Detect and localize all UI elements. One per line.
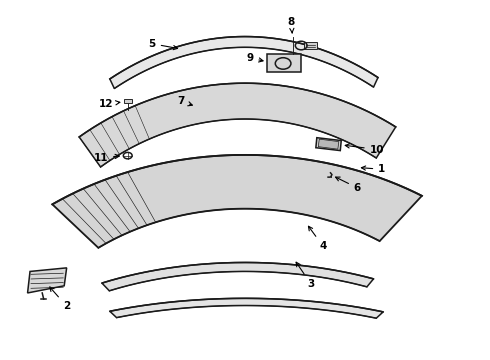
Polygon shape (79, 83, 396, 167)
Text: 5: 5 (148, 39, 177, 50)
Text: 9: 9 (246, 53, 263, 63)
Text: 7: 7 (177, 96, 193, 106)
Polygon shape (110, 37, 378, 89)
Polygon shape (110, 298, 383, 318)
Polygon shape (27, 268, 67, 293)
Polygon shape (267, 54, 301, 72)
Text: 2: 2 (50, 287, 70, 311)
Polygon shape (102, 262, 373, 291)
Text: 6: 6 (336, 177, 361, 193)
Text: 4: 4 (309, 226, 327, 251)
Text: 12: 12 (98, 99, 120, 109)
FancyBboxPatch shape (304, 42, 318, 49)
Polygon shape (318, 139, 339, 149)
Polygon shape (316, 138, 341, 150)
Text: 1: 1 (362, 164, 386, 174)
Text: 11: 11 (94, 153, 120, 163)
Text: 3: 3 (296, 262, 315, 289)
Text: 8: 8 (288, 17, 295, 33)
Polygon shape (52, 155, 422, 248)
Text: 10: 10 (345, 144, 384, 154)
FancyBboxPatch shape (124, 99, 132, 103)
